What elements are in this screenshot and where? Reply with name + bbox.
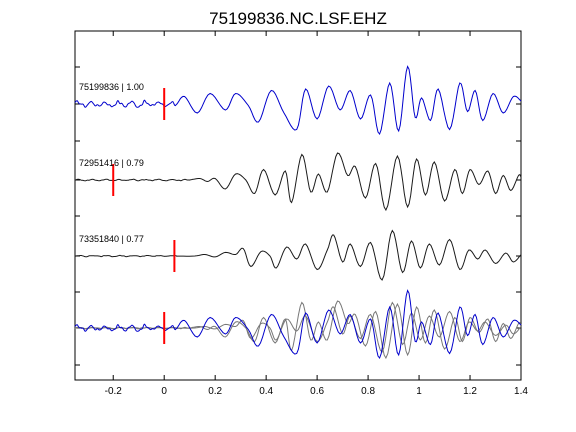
x-tick-label: 0.8 xyxy=(361,386,375,397)
x-tick-label: 0.4 xyxy=(259,386,273,397)
chart-title: 75199836.NC.LSF.EHZ xyxy=(209,9,387,28)
trace-label-2: 72951416 | 0.79 xyxy=(79,158,144,168)
overlay-trace-3 xyxy=(74,301,522,353)
x-tick-label: 1.2 xyxy=(463,386,477,397)
overlay-trace-1 xyxy=(74,289,522,360)
trace-labels: 75199836 | 1.00 72951416 | 0.79 73351840 |… xyxy=(79,82,144,244)
x-tick-label: 0.6 xyxy=(310,386,324,397)
trace-line-3 xyxy=(74,229,522,281)
x-tick-label: -0.2 xyxy=(105,386,123,397)
x-tick-label: 0 xyxy=(161,386,167,397)
traces-group xyxy=(74,65,522,281)
plot-frame xyxy=(74,30,522,381)
x-tick-label: 1 xyxy=(416,386,422,397)
overlay-group xyxy=(74,289,522,360)
trace-label-1: 75199836 | 1.00 xyxy=(79,82,144,92)
trace-label-3: 73351840 | 0.77 xyxy=(79,234,144,244)
x-tick-label: 0.2 xyxy=(208,386,222,397)
trace-line-2 xyxy=(74,152,522,212)
x-axis: -0.2 0 0.2 0.4 0.6 0.8 1 1.2 1.4 xyxy=(105,31,528,397)
x-tick-label: 1.4 xyxy=(514,386,528,397)
trace-line-1 xyxy=(74,65,522,136)
